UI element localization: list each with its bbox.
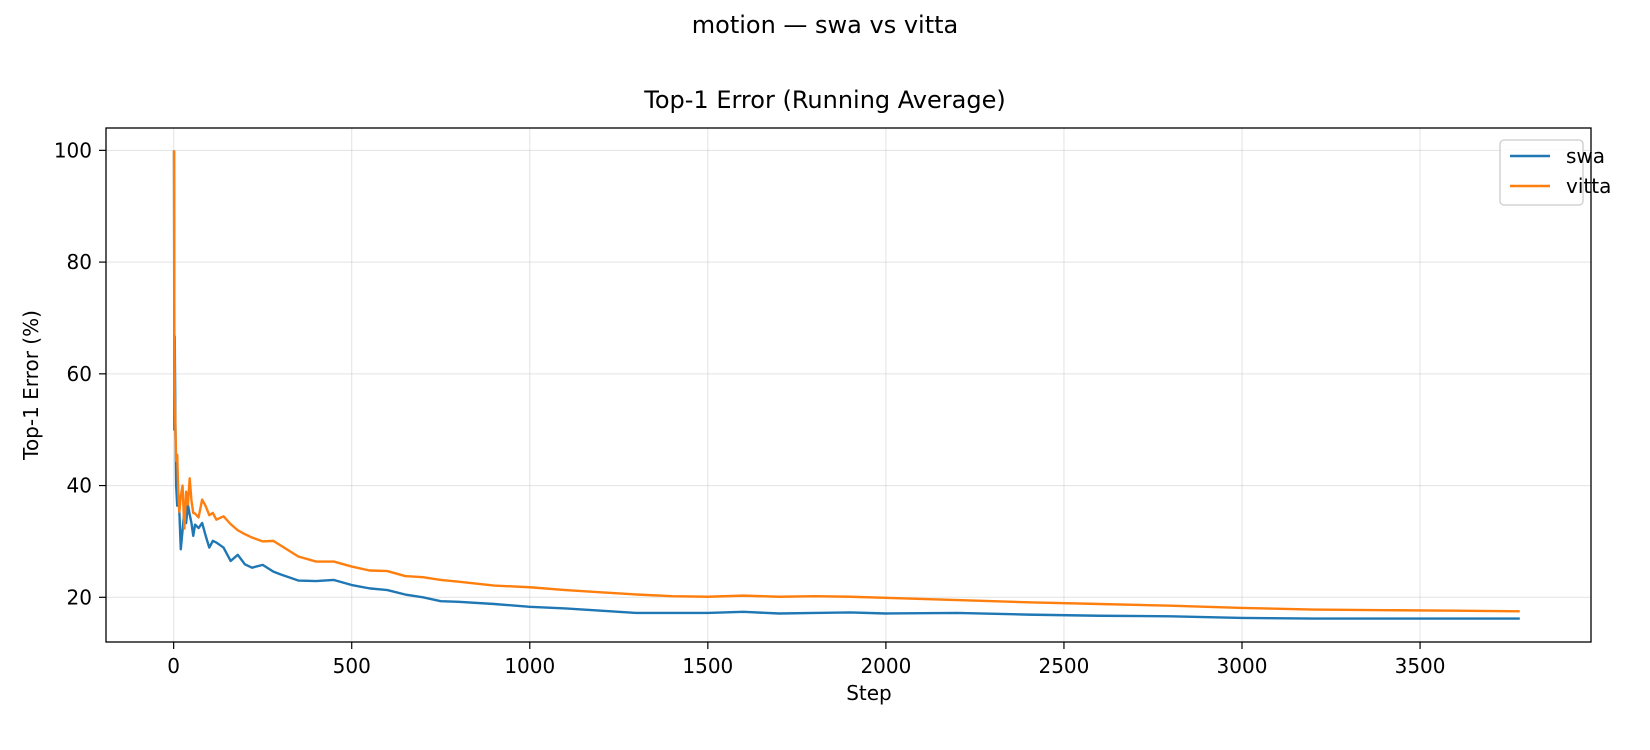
plot-area-frame bbox=[105, 127, 1592, 643]
x-tick-label: 0 bbox=[167, 654, 180, 678]
y-tick-label: 100 bbox=[54, 138, 92, 162]
x-tick-label: 500 bbox=[333, 654, 371, 678]
legend-label-vitta: vitta bbox=[1566, 174, 1611, 198]
figure-suptitle: motion — swa vs vitta bbox=[692, 11, 959, 39]
x-tick-label: 2000 bbox=[860, 654, 911, 678]
x-tick-label: 1000 bbox=[504, 654, 555, 678]
y-tick-label: 20 bbox=[67, 585, 92, 609]
chart-title: Top-1 Error (Running Average) bbox=[643, 86, 1005, 114]
legend-label-swa: swa bbox=[1566, 144, 1605, 168]
x-tick-label: 3500 bbox=[1395, 654, 1446, 678]
y-tick-label: 80 bbox=[67, 250, 92, 274]
x-axis-ticks: 0 500 1000 1500 2000 2500 3000 3500 bbox=[167, 642, 1446, 678]
legend: swa vitta bbox=[1499, 139, 1611, 206]
series-line-swa bbox=[172, 150, 1520, 620]
series-lines bbox=[172, 150, 1520, 620]
x-tick-label: 3000 bbox=[1217, 654, 1268, 678]
x-tick-label: 1500 bbox=[682, 654, 733, 678]
grid-lines bbox=[106, 128, 1591, 642]
y-tick-label: 60 bbox=[67, 362, 92, 386]
x-tick-label: 2500 bbox=[1038, 654, 1089, 678]
x-axis-label: Step bbox=[846, 681, 892, 705]
y-axis-ticks: 20 40 60 80 100 bbox=[54, 138, 106, 609]
series-line-vitta bbox=[172, 150, 1520, 613]
y-axis-label: Top-1 Error (%) bbox=[19, 310, 43, 461]
y-tick-label: 40 bbox=[67, 474, 92, 498]
